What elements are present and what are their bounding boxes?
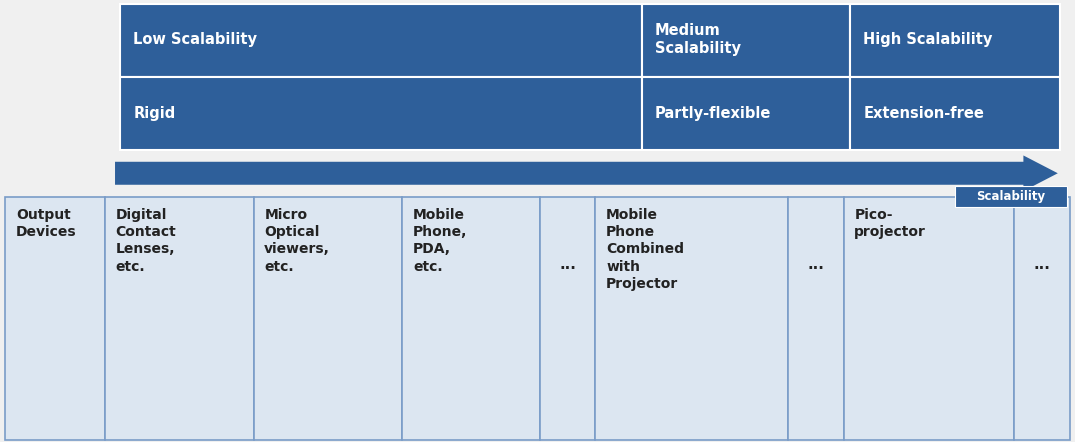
Text: Output
Devices: Output Devices [16, 208, 76, 239]
Text: Medium
Scalability: Medium Scalability [655, 23, 741, 56]
Bar [254, 197, 402, 440]
FancyArrow shape [115, 156, 1058, 191]
Bar [120, 77, 642, 150]
Text: Rigid: Rigid [133, 107, 175, 121]
Text: Digital
Contact
Lenses,
etc.: Digital Contact Lenses, etc. [115, 208, 176, 274]
Bar [850, 77, 1060, 150]
Text: Extension-free: Extension-free [863, 107, 985, 121]
Bar [5, 197, 104, 440]
Bar [1015, 197, 1070, 440]
Text: Scalability: Scalability [976, 190, 1046, 203]
Text: Micro
Optical
viewers,
etc.: Micro Optical viewers, etc. [264, 208, 330, 274]
Bar [596, 197, 788, 440]
Text: Mobile
Phone
Combined
with
Projector: Mobile Phone Combined with Projector [606, 208, 684, 291]
Text: Mobile
Phone,
PDA,
etc.: Mobile Phone, PDA, etc. [413, 208, 468, 274]
Bar [850, 4, 1060, 77]
Bar [642, 4, 850, 77]
Bar [788, 197, 844, 440]
Text: Low Scalability: Low Scalability [133, 32, 257, 47]
Text: Partly-flexible: Partly-flexible [655, 107, 771, 121]
Text: ...: ... [559, 257, 576, 272]
Text: ...: ... [1034, 257, 1050, 272]
Bar [541, 197, 596, 440]
Text: Pico-
projector: Pico- projector [855, 208, 927, 239]
Bar [844, 197, 1015, 440]
Bar [955, 186, 1067, 207]
Bar [104, 197, 254, 440]
Text: High Scalability: High Scalability [863, 32, 992, 47]
Text: ...: ... [807, 257, 825, 272]
Bar [402, 197, 541, 440]
Bar [642, 77, 850, 150]
Bar [120, 4, 642, 77]
